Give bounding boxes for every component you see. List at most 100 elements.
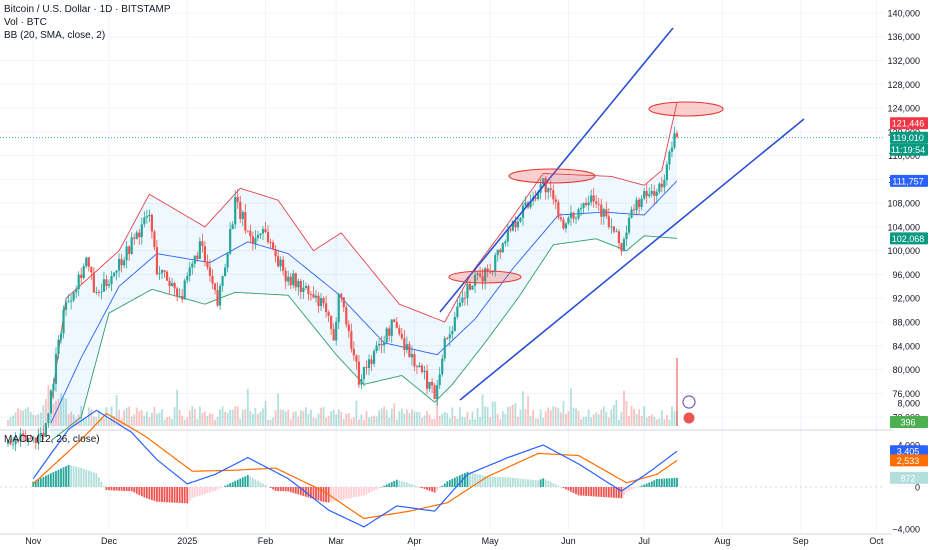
volume-bar	[330, 411, 333, 426]
volume-bar	[168, 416, 171, 426]
volume-bar	[262, 408, 264, 426]
candle-body	[506, 229, 509, 242]
symbol-title[interactable]: Bitcoin / U.S. Dollar · 1D · BITSTAMP	[4, 4, 171, 15]
macd-legend[interactable]: MACD (12, 26, close)	[4, 434, 100, 445]
candle-body	[32, 437, 35, 439]
volume-bar	[547, 407, 550, 426]
candle-body	[261, 229, 265, 234]
macd-histogram-bar	[320, 487, 322, 502]
candle-body	[221, 275, 224, 287]
volume-bar	[60, 393, 62, 426]
macd-histogram-bar	[405, 482, 408, 487]
macd-histogram-bar	[231, 482, 234, 487]
bollinger-legend[interactable]: BB (20, SMA, close, 2)	[4, 30, 106, 41]
candle-body	[6, 440, 10, 444]
macd-histogram-bar	[302, 487, 305, 496]
candle-body	[627, 217, 631, 233]
volume-badge: 396	[900, 418, 915, 428]
macd-histogram-bar	[178, 487, 181, 503]
volume-bar	[320, 407, 322, 426]
macd-histogram-bar	[37, 479, 40, 487]
volume-bar	[562, 400, 565, 426]
volume-bar	[234, 406, 237, 426]
volume-bar	[640, 416, 643, 426]
candle-body	[380, 343, 383, 346]
candle-body	[39, 432, 42, 436]
volume-bar	[648, 416, 651, 426]
volume-bar	[277, 393, 280, 426]
candle-body	[345, 307, 348, 325]
volume-bar	[504, 413, 507, 426]
volume-bar	[645, 417, 648, 426]
candle-body	[347, 324, 350, 332]
candle-body	[70, 300, 73, 302]
volume-bar	[448, 418, 451, 426]
macd-histogram-bar	[549, 481, 552, 487]
volume-bar	[491, 401, 494, 426]
macd-histogram-bar	[393, 480, 396, 487]
macd-histogram-bar	[471, 472, 474, 487]
macd-histogram-bar	[287, 487, 290, 492]
candle-body	[342, 297, 345, 308]
volume-bar	[347, 413, 350, 426]
volume-bar	[527, 395, 529, 426]
volume-bar	[383, 406, 386, 426]
candle-body	[577, 209, 580, 219]
macd-histogram-bar	[474, 473, 476, 487]
macd-histogram-bar	[577, 487, 580, 496]
macd-histogram-bar	[522, 478, 524, 487]
candle-body	[203, 246, 207, 262]
candle-body	[27, 437, 30, 442]
macd-histogram-bar	[572, 487, 575, 493]
candle-body	[398, 328, 401, 334]
macd-histogram-bar	[62, 467, 65, 487]
candle-body	[547, 188, 550, 193]
volume-legend[interactable]: Vol · BTC	[4, 17, 47, 28]
macd-histogram-bar	[267, 486, 269, 488]
volume-bar	[274, 410, 277, 426]
volume-bar	[310, 409, 312, 426]
macd-histogram-bar	[340, 487, 343, 500]
candle-body	[47, 413, 50, 423]
macd-histogram-bar	[506, 477, 509, 487]
volume-bar	[181, 415, 184, 426]
macd-histogram-bar	[428, 487, 431, 491]
earnings-event-icon	[682, 411, 696, 425]
macd-histogram-bar	[511, 477, 514, 487]
volume-bar	[183, 419, 186, 426]
user-drawings[interactable]	[0, 27, 884, 425]
candle-body	[486, 268, 489, 272]
candle-body	[670, 147, 674, 152]
volume-bar	[161, 409, 163, 426]
volume-bar	[355, 400, 358, 426]
candle-body	[241, 212, 244, 219]
macd-histogram-bar	[650, 481, 653, 487]
candle-body	[59, 333, 63, 340]
candle-body	[110, 276, 113, 285]
candle-body	[236, 197, 239, 202]
volume-bar	[209, 413, 211, 426]
macd-histogram-bar	[284, 487, 287, 492]
volume-bar	[559, 412, 562, 426]
volume-bar	[461, 416, 464, 426]
macd-histogram-bar	[209, 487, 211, 493]
candle-body	[297, 281, 300, 288]
price-axis-tick: 116,000	[888, 151, 920, 161]
bar-countdown-badge-bg	[890, 143, 928, 156]
macd-histogram-bar	[188, 487, 191, 501]
candle-body	[643, 191, 646, 199]
macd-histogram-bar	[244, 476, 247, 487]
candle-body	[337, 293, 340, 322]
macd-histogram-bar	[322, 487, 325, 502]
macd-histogram-bar	[527, 479, 529, 487]
volume-bar	[340, 411, 343, 426]
candle-body	[294, 273, 297, 288]
macd-histogram-bar	[676, 477, 678, 487]
macd-histogram-bar	[50, 473, 52, 487]
macd-histogram-bar	[448, 480, 451, 487]
candle-body	[620, 243, 623, 252]
resistance-ellipse	[448, 270, 522, 284]
volume-bar	[221, 406, 224, 426]
candle-body	[133, 237, 136, 239]
